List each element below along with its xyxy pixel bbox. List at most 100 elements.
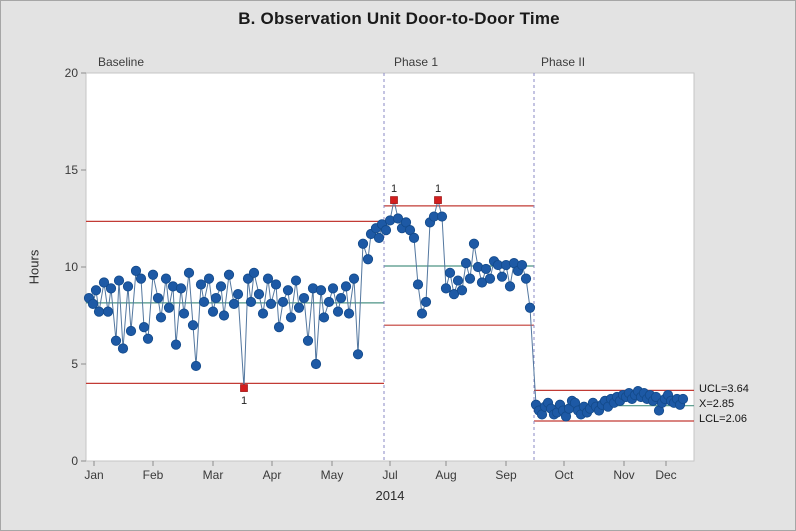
y-tick-label: 20 bbox=[65, 66, 79, 80]
data-point bbox=[138, 322, 150, 333]
ucl-label: UCL=3.64 bbox=[699, 383, 749, 395]
x-tick-label: Sep bbox=[495, 468, 517, 482]
data-point bbox=[248, 267, 260, 278]
y-tick-label: 0 bbox=[71, 454, 78, 468]
data-point bbox=[215, 281, 227, 292]
y-tick-label: 10 bbox=[65, 260, 79, 274]
data-point bbox=[93, 306, 105, 317]
data-point bbox=[373, 232, 385, 243]
x-tick-label: Oct bbox=[555, 468, 574, 482]
data-point bbox=[187, 320, 199, 331]
data-point bbox=[293, 302, 305, 313]
y-tick-label: 5 bbox=[71, 357, 78, 371]
data-point bbox=[315, 285, 327, 296]
x-tick-label: May bbox=[321, 468, 344, 482]
data-point bbox=[436, 211, 448, 222]
out-of-control-flag: 1 bbox=[391, 183, 397, 195]
data-point bbox=[277, 296, 289, 308]
out-of-control-flag: 1 bbox=[435, 183, 441, 195]
data-point bbox=[484, 273, 496, 284]
data-point bbox=[327, 283, 339, 294]
data-point bbox=[253, 289, 265, 300]
phase-label-phase-1: Phase 1 bbox=[394, 55, 439, 69]
x-tick-label: Apr bbox=[263, 468, 282, 482]
data-point bbox=[257, 308, 269, 319]
data-point bbox=[357, 238, 369, 249]
data-point bbox=[117, 343, 129, 354]
data-point bbox=[282, 285, 294, 296]
data-point bbox=[90, 285, 102, 296]
data-point bbox=[163, 302, 175, 313]
data-point bbox=[335, 292, 347, 304]
data-point bbox=[520, 273, 532, 284]
data-point bbox=[496, 271, 508, 282]
x-tick-label: Feb bbox=[143, 468, 164, 482]
x-tick-label: Jul bbox=[382, 468, 397, 482]
data-point bbox=[524, 302, 536, 313]
data-point bbox=[135, 273, 147, 284]
data-point bbox=[340, 281, 352, 292]
chart-title: B. Observation Unit Door-to-Door Time bbox=[238, 9, 560, 28]
x-tick-label: Mar bbox=[203, 468, 224, 482]
x-tick-label: Aug bbox=[435, 468, 456, 482]
data-point bbox=[203, 273, 215, 284]
data-point bbox=[456, 285, 468, 296]
data-point bbox=[195, 279, 207, 290]
data-point bbox=[302, 335, 314, 346]
out-of-control-flag: 1 bbox=[241, 395, 247, 407]
data-point bbox=[98, 277, 110, 288]
data-point bbox=[190, 360, 202, 372]
data-point bbox=[420, 296, 432, 308]
x-tick-label: Jan bbox=[84, 468, 103, 482]
data-point bbox=[444, 267, 456, 278]
data-point bbox=[310, 358, 322, 370]
data-point bbox=[198, 296, 210, 308]
phase-label-phase-ii: Phase II bbox=[541, 55, 586, 69]
data-point bbox=[170, 339, 182, 350]
data-point bbox=[352, 349, 364, 360]
out-of-control-point bbox=[390, 196, 398, 204]
data-point bbox=[232, 289, 244, 300]
data-point bbox=[175, 283, 187, 294]
data-point bbox=[298, 292, 310, 304]
data-point bbox=[207, 306, 219, 317]
x-axis-title: 2014 bbox=[375, 488, 405, 503]
data-point bbox=[516, 259, 528, 271]
data-point bbox=[183, 267, 195, 278]
data-point bbox=[210, 292, 222, 304]
data-point bbox=[113, 275, 125, 286]
out-of-control-point bbox=[240, 384, 248, 392]
data-point bbox=[155, 312, 167, 323]
data-point bbox=[262, 273, 274, 284]
lcl-label: LCL=2.06 bbox=[699, 413, 748, 425]
data-point bbox=[348, 273, 360, 284]
phase-label-baseline: Baseline bbox=[98, 55, 145, 69]
data-point bbox=[218, 310, 230, 321]
y-tick-label: 15 bbox=[65, 163, 79, 177]
data-point bbox=[152, 292, 164, 304]
data-point bbox=[102, 306, 114, 317]
data-point bbox=[452, 275, 464, 286]
data-point bbox=[142, 333, 154, 344]
data-point bbox=[677, 393, 689, 405]
data-point bbox=[265, 298, 277, 309]
data-point bbox=[245, 296, 257, 308]
data-point bbox=[362, 254, 374, 265]
data-point bbox=[380, 225, 392, 236]
data-point bbox=[318, 312, 330, 323]
data-point bbox=[160, 273, 172, 284]
data-point bbox=[416, 308, 428, 319]
data-point bbox=[122, 281, 134, 292]
data-point bbox=[332, 306, 344, 317]
plot-area bbox=[85, 72, 695, 462]
limits-annotation: UCL=3.64 X=2.85 LCL=2.06 bbox=[699, 382, 749, 427]
data-point bbox=[110, 335, 122, 346]
data-point bbox=[412, 279, 424, 290]
data-point bbox=[343, 308, 355, 319]
data-point bbox=[228, 298, 240, 309]
data-point bbox=[323, 296, 335, 308]
data-point bbox=[468, 238, 480, 249]
data-point bbox=[223, 269, 235, 280]
